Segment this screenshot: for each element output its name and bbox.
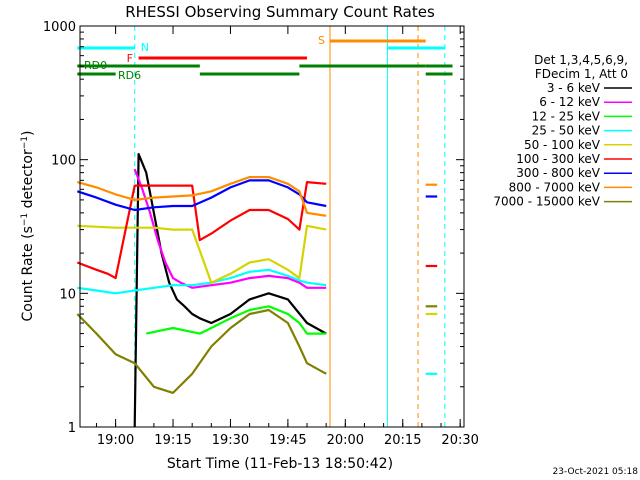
- legend-label: 12 - 25 keV: [532, 109, 601, 123]
- legend-label: 300 - 800 keV: [516, 166, 600, 180]
- x-axis-label: Start Time (11-Feb-13 18:50:42): [167, 456, 393, 472]
- flag-label-n: N: [141, 41, 149, 54]
- plot-frame: [79, 25, 465, 428]
- y-tick-label: 10: [59, 287, 76, 302]
- legend: Det 1,3,4,5,6,9, FDecim 1, Att 0 3 - 6 k…: [493, 53, 632, 209]
- legend-label: 3 - 6 keV: [547, 81, 601, 95]
- legend-label: 50 - 100 keV: [524, 138, 601, 152]
- series-line: [77, 176, 327, 217]
- legend-header-line-2: FDecim 1, Att 0: [535, 67, 628, 81]
- series-line: [133, 168, 327, 289]
- flag-label-rd6: RD6: [118, 69, 141, 82]
- y-tick-label: 1: [68, 421, 76, 436]
- y-tick-label: 1000: [43, 20, 76, 35]
- flag-label-s: S: [318, 34, 325, 47]
- legend-label: 25 - 50 keV: [532, 124, 601, 138]
- series-line: [145, 305, 327, 335]
- x-tick-label: 20:15: [384, 433, 421, 448]
- flag-label-f: F: [127, 52, 133, 65]
- legend-label: 6 - 12 keV: [539, 95, 601, 109]
- chart-title: RHESSI Observing Summary Count Rates: [125, 3, 435, 21]
- legend-label: 800 - 7000 keV: [509, 180, 601, 194]
- series-line: [133, 153, 327, 428]
- legend-header-line-1: Det 1,3,4,5,6,9,: [534, 53, 628, 67]
- y-tick-label: 100: [51, 154, 76, 169]
- x-tick-label: 19:15: [154, 433, 191, 448]
- legend-label: 100 - 300 keV: [516, 152, 600, 166]
- series-line: [76, 181, 327, 280]
- flag-label-rd0: RD0: [84, 59, 107, 72]
- plot-area: NF S RD0 RD6: [76, 26, 453, 428]
- x-tick-label: 19:45: [269, 433, 306, 448]
- x-tick-label: 19:30: [212, 433, 249, 448]
- series-line: [76, 179, 327, 212]
- footer-date: 23-Oct-2021 05:18: [553, 467, 639, 477]
- series-line: [77, 224, 327, 284]
- x-tick-label: 20:00: [327, 433, 364, 448]
- x-tick-label: 19:00: [97, 433, 134, 448]
- x-tick-label: 20:30: [441, 433, 478, 448]
- y-axis: 1 10 100 1000: [43, 20, 464, 436]
- x-axis: 19:00 19:15 19:30 19:45 20:00 20:15 20:30: [95, 26, 479, 448]
- legend-label: 7000 - 15000 keV: [493, 195, 600, 209]
- y-axis-label: Count Rate (s−1 detector−1): [20, 131, 36, 322]
- series-line: [76, 308, 327, 394]
